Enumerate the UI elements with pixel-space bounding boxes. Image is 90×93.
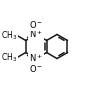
Text: CH$_3$: CH$_3$ <box>1 51 17 64</box>
Text: N$^+$: N$^+$ <box>29 29 43 40</box>
Text: N$^+$: N$^+$ <box>29 53 43 64</box>
Text: CH$_3$: CH$_3$ <box>1 29 17 42</box>
Text: O$^-$: O$^-$ <box>29 63 43 74</box>
Text: O$^-$: O$^-$ <box>29 19 43 30</box>
